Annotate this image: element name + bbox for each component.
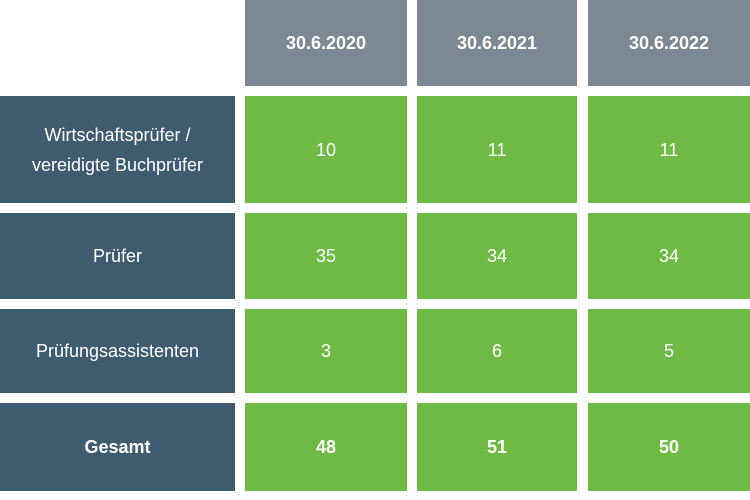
- table-cell-value: 5: [588, 309, 750, 393]
- row-label: Prüfer: [0, 213, 235, 299]
- row-label: Gesamt: [0, 403, 235, 491]
- row-label: Wirtschaftsprüfer / vereidigte Buchprüfe…: [0, 96, 235, 203]
- table-cell-value: 51: [417, 403, 577, 491]
- row-label: Prüfungsassistenten: [0, 309, 235, 393]
- column-header: 30.6.2020: [245, 0, 407, 86]
- column-header: 30.6.2022: [588, 0, 750, 86]
- column-header: 30.6.2021: [417, 0, 577, 86]
- table-cell-value: 34: [588, 213, 750, 299]
- table-cell-value: 48: [245, 403, 407, 491]
- table-cell-value: 35: [245, 213, 407, 299]
- table-cell-value: 50: [588, 403, 750, 491]
- table-cell-value: 34: [417, 213, 577, 299]
- table-cell-value: 10: [245, 96, 407, 203]
- table-cell-value: 6: [417, 309, 577, 393]
- table-cell-value: 11: [417, 96, 577, 203]
- table-cell-value: 3: [245, 309, 407, 393]
- table-cell-value: 11: [588, 96, 750, 203]
